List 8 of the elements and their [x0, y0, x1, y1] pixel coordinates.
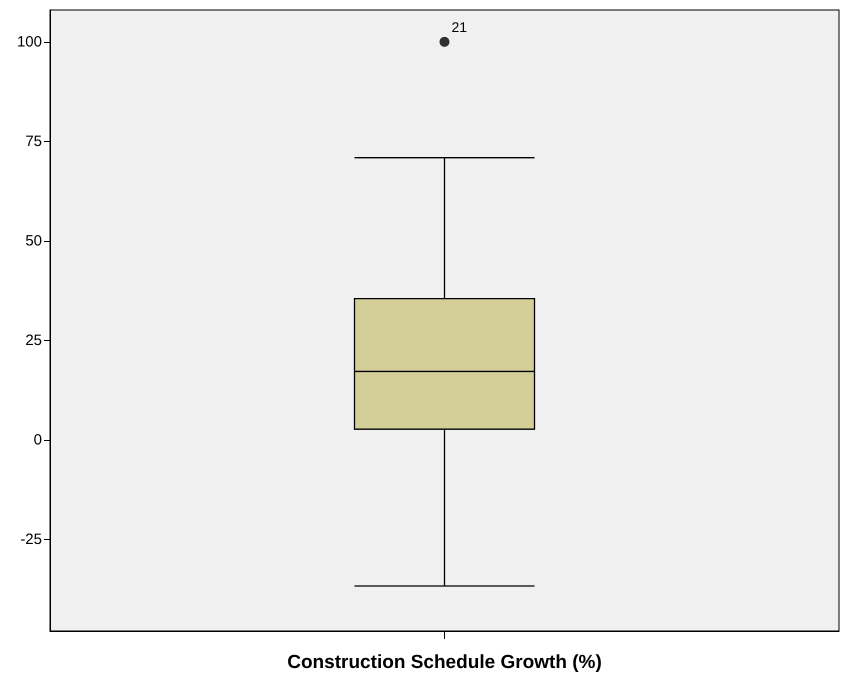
annotation: 21	[452, 18, 468, 35]
y-tick-label: 50	[25, 232, 42, 250]
x-axis-title: Construction Schedule Growth (%)	[287, 652, 602, 673]
y-tick-label: 0	[34, 431, 42, 448]
y-tick-label: -25	[20, 530, 42, 548]
y-tick-label: 25	[25, 332, 42, 349]
y-tick-label: 100	[16, 33, 42, 50]
y-tick-label: 75	[25, 132, 42, 150]
